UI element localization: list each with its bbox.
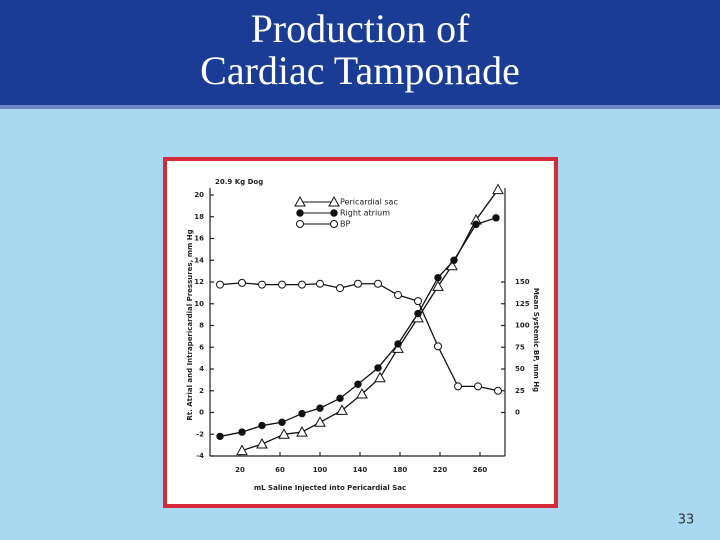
x-tick-label: 140 <box>353 466 368 474</box>
y-tick-label: 4 <box>199 365 204 373</box>
marker <box>278 280 286 289</box>
marker <box>298 280 306 289</box>
marker <box>316 279 324 288</box>
y-tick-label: 20 <box>194 191 204 199</box>
y-tick-label: 18 <box>194 213 204 221</box>
marker <box>474 382 482 391</box>
x-tick-label: 60 <box>275 466 285 474</box>
marker <box>434 273 442 282</box>
x-tick-label: 20 <box>235 466 245 474</box>
legend-label: Right atrium <box>340 209 390 218</box>
legend-label: Pericardial sac <box>340 198 398 207</box>
legend-marker <box>328 195 340 207</box>
marker <box>336 404 348 415</box>
y-tick-label: 6 <box>199 343 204 351</box>
legend-label: BP <box>340 220 350 229</box>
y-tick-label: 14 <box>194 256 204 264</box>
marker <box>374 279 382 288</box>
marker <box>414 297 422 306</box>
y-tick-label: 12 <box>194 278 204 286</box>
y-tick-label: 8 <box>199 322 204 330</box>
y2-tick-label: 125 <box>515 300 530 308</box>
legend-marker <box>330 209 338 217</box>
marker <box>450 256 458 264</box>
marker <box>394 340 402 348</box>
y2-tick-label: 100 <box>515 322 530 330</box>
y-tick-label: 10 <box>194 300 204 308</box>
y-tick-label: 2 <box>199 387 204 395</box>
marker <box>414 309 422 318</box>
y2-tick-label: 150 <box>515 278 530 286</box>
y-tick-label: -4 <box>196 452 204 460</box>
marker <box>216 432 224 441</box>
x-tick-label: 220 <box>433 466 448 474</box>
marker <box>336 284 344 293</box>
marker <box>336 394 344 403</box>
page-number: 33 <box>678 513 695 528</box>
y2-tick-label: 75 <box>515 343 525 351</box>
marker <box>354 380 362 388</box>
marker <box>434 342 442 351</box>
annotation: 20.9 Kg Dog <box>215 178 263 186</box>
legend-marker <box>296 209 304 217</box>
marker <box>256 438 268 449</box>
y2-tick-label: 0 <box>515 409 520 417</box>
marker <box>492 183 504 195</box>
y-tick-label: -2 <box>196 430 204 438</box>
legend-marker <box>330 220 338 228</box>
marker <box>236 444 248 456</box>
chart-frame <box>163 157 558 508</box>
marker <box>432 280 444 291</box>
y2-axis-label: Mean Systemic BP, mm Hg <box>532 288 540 392</box>
marker <box>494 386 502 395</box>
marker <box>296 426 308 437</box>
marker <box>374 364 382 372</box>
header-bar <box>0 0 720 105</box>
x-tick-label: 100 <box>313 466 328 474</box>
marker <box>454 382 462 391</box>
marker <box>238 278 246 287</box>
slide-title: Production of Cardiac Tamponade <box>200 6 520 93</box>
marker <box>298 409 306 418</box>
y2-tick-label: 25 <box>515 387 525 395</box>
y2-tick-label: 50 <box>515 365 525 373</box>
marker <box>238 428 246 436</box>
marker <box>492 214 500 222</box>
marker <box>258 280 266 289</box>
y-tick-label: 0 <box>199 409 204 417</box>
header-rule <box>0 105 720 109</box>
y-tick-label: 16 <box>194 235 204 243</box>
marker <box>278 428 290 439</box>
x-axis-label: mL Saline Injected into Pericardial Sac <box>254 484 406 492</box>
y-axis-label: Rt. Atrial and Intrapericardial Pressure… <box>186 229 194 420</box>
legend-marker <box>296 220 304 228</box>
marker <box>316 404 324 412</box>
x-tick-label: 260 <box>473 466 488 474</box>
marker <box>394 291 402 300</box>
marker <box>374 371 386 383</box>
marker <box>258 421 266 430</box>
marker <box>216 280 224 289</box>
marker <box>278 418 286 426</box>
marker <box>472 220 480 229</box>
marker <box>314 416 326 427</box>
legend-marker <box>294 195 306 207</box>
marker <box>356 387 368 399</box>
marker <box>354 279 362 288</box>
x-tick-label: 180 <box>393 466 408 474</box>
